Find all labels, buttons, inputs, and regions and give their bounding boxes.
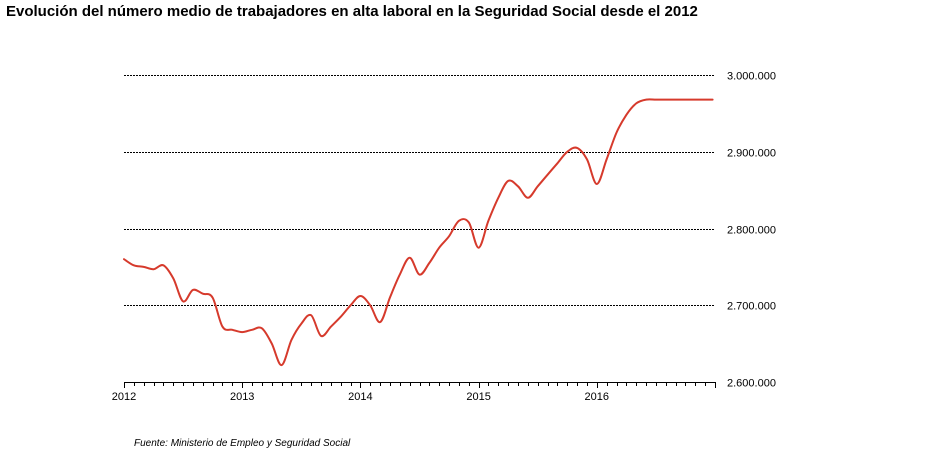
x-axis-tick-labels: 2012 2013 2014 2015 2016 — [112, 391, 609, 403]
x-axis — [124, 382, 716, 388]
gridlines — [124, 75, 715, 306]
series-line — [123, 98, 714, 367]
series-layer — [123, 98, 714, 367]
x-tick-label: 2015 — [466, 391, 490, 403]
chart-title: Evolución del número medio de trabajador… — [6, 3, 698, 20]
y-tick-label: 2.900.000 — [727, 148, 776, 160]
source-note: Fuente: Ministerio de Empleo y Seguridad… — [134, 438, 351, 449]
x-tick-label: 2016 — [585, 391, 609, 403]
y-tick-label: 2.800.000 — [727, 225, 776, 237]
x-tick-label: 2014 — [348, 391, 372, 403]
x-tick-label: 2012 — [112, 391, 136, 403]
y-tick-label: 2.700.000 — [727, 301, 776, 313]
x-tick-label: 2013 — [230, 391, 254, 403]
y-axis-tick-labels: 2.600.000 2.700.000 2.800.000 2.900.000 3.00… — [727, 71, 776, 390]
y-tick-label: 3.000.000 — [727, 71, 776, 83]
y-tick-label: 2.600.000 — [727, 378, 776, 390]
